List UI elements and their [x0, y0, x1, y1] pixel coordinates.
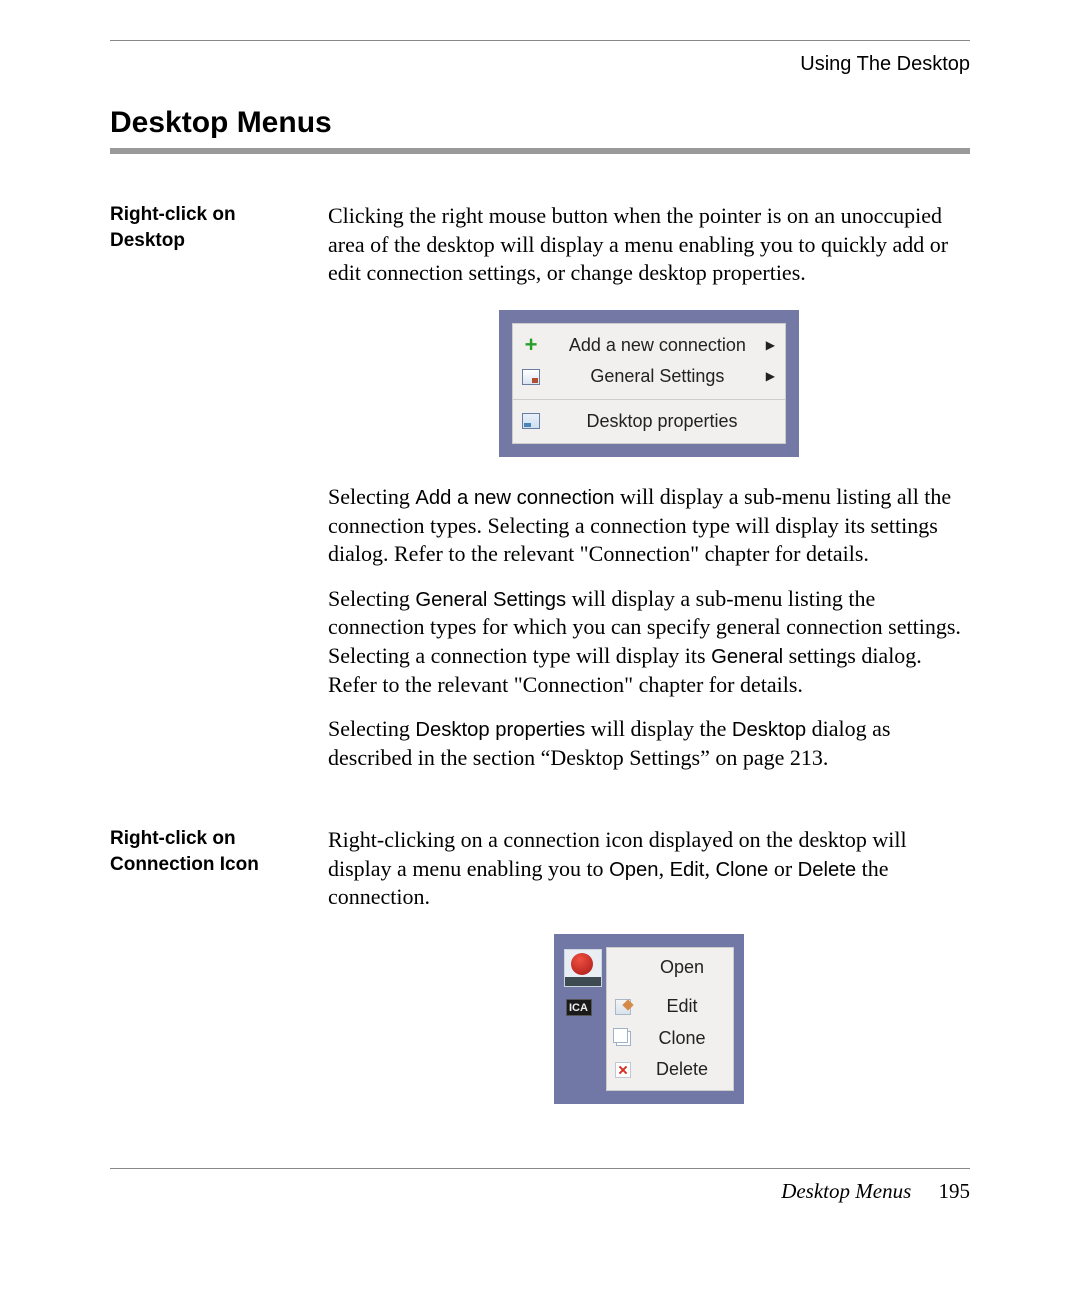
- bottom-hairline: [110, 1168, 970, 1169]
- paragraph: Right-clicking on a connection icon disp…: [328, 826, 970, 912]
- body-column: Clicking the right mouse button when the…: [328, 202, 970, 788]
- menu-item-clone[interactable]: Clone: [607, 1023, 733, 1054]
- command-name: Add a new connection: [415, 487, 614, 509]
- command-name: Edit: [670, 859, 705, 881]
- side-heading: Right-click on Desktop: [110, 202, 300, 788]
- figure-desktop-menu: + Add a new connection ▶ General Setting…: [328, 310, 970, 457]
- menu-item-desktop-properties[interactable]: Desktop properties: [513, 406, 785, 437]
- section-right-click-desktop: Right-click on Desktop Clicking the righ…: [110, 202, 970, 788]
- submenu-arrow-icon: ▶: [766, 369, 775, 385]
- paragraph: Selecting General Settings will display …: [328, 585, 970, 699]
- running-head: Using The Desktop: [110, 53, 970, 76]
- desktop-icon: [521, 412, 541, 430]
- command-name: Delete: [798, 859, 857, 881]
- top-hairline: [110, 40, 970, 41]
- menu-item-label: Desktop properties: [549, 410, 775, 433]
- clone-icon: [613, 1030, 633, 1048]
- menu-item-label: Edit: [641, 995, 723, 1018]
- menu-item-label: Open: [641, 956, 723, 979]
- menu-panel: + Add a new connection ▶ General Setting…: [512, 323, 786, 444]
- footer-section-name: Desktop Menus: [781, 1179, 911, 1203]
- title-rule: [110, 148, 970, 154]
- command-name: Desktop: [732, 719, 806, 741]
- section-right-click-connection-icon: Right-click on Connection Icon Right-cli…: [110, 826, 970, 1129]
- blank-icon: [613, 959, 633, 977]
- page-footer: Desktop Menus 195: [110, 1179, 970, 1204]
- connection-ica-icon[interactable]: ICA: [566, 999, 592, 1016]
- body-column: Right-clicking on a connection icon disp…: [328, 826, 970, 1129]
- context-menu-desktop: + Add a new connection ▶ General Setting…: [499, 310, 799, 457]
- context-menu-connection: ICA Open: [554, 934, 744, 1104]
- menu-item-general-settings[interactable]: General Settings ▶: [513, 361, 785, 392]
- command-name: Desktop properties: [415, 719, 585, 741]
- paragraph: Selecting Add a new connection will disp…: [328, 483, 970, 569]
- connection-recorder-icon[interactable]: [564, 949, 602, 987]
- edit-icon: [613, 998, 633, 1016]
- menu-item-label: Delete: [641, 1058, 723, 1081]
- page-number: 195: [939, 1179, 971, 1203]
- page-title: Desktop Menus: [110, 106, 970, 140]
- delete-icon: [613, 1061, 633, 1079]
- command-name: General Settings: [415, 589, 566, 611]
- side-heading: Right-click on Connection Icon: [110, 826, 300, 1129]
- figure-connection-menu: ICA Open: [328, 934, 970, 1104]
- connection-icons: ICA: [564, 949, 608, 1013]
- submenu-arrow-icon: ▶: [766, 338, 775, 354]
- settings-icon: [521, 368, 541, 386]
- document-page: Using The Desktop Desktop Menus Right-cl…: [0, 0, 1080, 1264]
- plus-icon: +: [521, 336, 541, 354]
- menu-item-label: Clone: [641, 1027, 723, 1050]
- menu-item-add-connection[interactable]: + Add a new connection ▶: [513, 330, 785, 361]
- command-name: Clone: [715, 859, 768, 881]
- menu-item-edit[interactable]: Edit: [607, 991, 733, 1022]
- menu-item-open[interactable]: Open: [607, 952, 733, 983]
- menu-item-label: Add a new connection: [549, 334, 766, 357]
- menu-item-label: General Settings: [549, 365, 766, 388]
- paragraph: Clicking the right mouse button when the…: [328, 202, 970, 288]
- command-name: Open: [609, 859, 659, 881]
- paragraph: Selecting Desktop properties will displa…: [328, 715, 970, 772]
- command-name: General: [711, 646, 783, 668]
- menu-item-delete[interactable]: Delete: [607, 1054, 733, 1085]
- menu-panel: Open Edit Clone: [606, 947, 734, 1091]
